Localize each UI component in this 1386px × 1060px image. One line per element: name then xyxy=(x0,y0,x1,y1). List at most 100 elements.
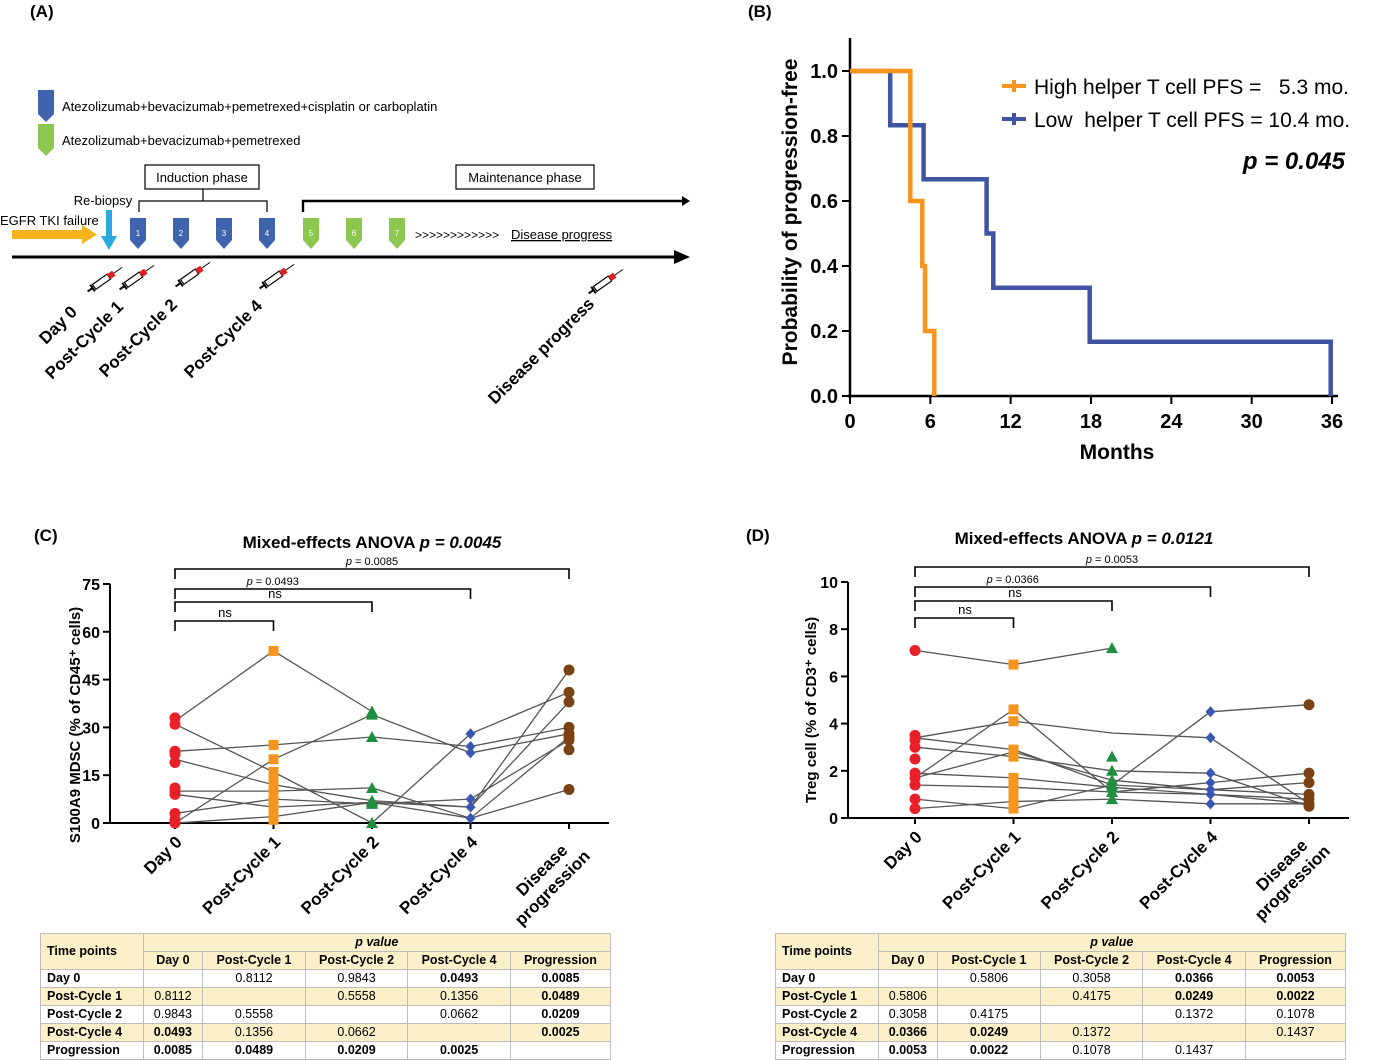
bracket-label: ns xyxy=(958,602,972,617)
svg-text:7: 7 xyxy=(395,229,400,238)
data-point xyxy=(1303,777,1315,789)
row-label: Post-Cycle 1 xyxy=(775,987,879,1006)
row-label: Day 0 xyxy=(775,969,879,988)
table-header-row: Time points p value xyxy=(40,933,612,970)
timepoint-post-cycle4: Post-Cycle 4 xyxy=(180,296,266,382)
p-value-cell: 0.0025 xyxy=(407,1041,511,1060)
data-point xyxy=(465,747,476,759)
cycle-marker-7: 7 xyxy=(389,218,405,249)
table-col-header: Progression xyxy=(1244,951,1347,970)
row-label: Post-Cycle 4 xyxy=(775,1023,879,1042)
legend-blue-label: Atezolizumab+bevacizumab+pemetrexed+cisp… xyxy=(62,99,437,114)
data-point xyxy=(268,754,279,765)
p-value-cell: 0.0662 xyxy=(304,1023,409,1042)
panel-d-scatter: (D) Mixed-effects ANOVA p = 0.0121 Treg … xyxy=(746,526,1349,924)
data-point xyxy=(465,728,476,740)
p-value-cell: 0.8112 xyxy=(202,969,306,988)
syringe-icon xyxy=(588,268,624,295)
p-value-cell: 0.8112 xyxy=(142,987,204,1006)
data-point xyxy=(1008,744,1019,755)
p-value-cell: 0.0366 xyxy=(877,1023,939,1042)
data-point xyxy=(1106,786,1118,798)
failure-arrow-body xyxy=(12,230,84,239)
data-point xyxy=(169,748,181,760)
d-ylabel: Treg cell (% of CD3⁺ cells) xyxy=(803,617,820,803)
significance-bracket xyxy=(914,566,1310,577)
panel-b-label: (B) xyxy=(748,2,772,21)
p-value-table-d: Time points p value Day 0 Post-Cycle 1 P… xyxy=(775,933,1347,1060)
p-value-cell: 0.5558 xyxy=(202,1005,306,1024)
data-point xyxy=(563,696,575,708)
p-value-cell: 0.1356 xyxy=(202,1023,306,1042)
b-x-tick-label: 18 xyxy=(1080,411,1102,433)
failure-arrowhead xyxy=(82,225,97,244)
table-column-row: Day 0 Post-Cycle 1 Post-Cycle 2 Post-Cyc… xyxy=(41,951,612,970)
b-x-tick-label: 24 xyxy=(1160,411,1183,433)
data-point xyxy=(563,744,575,756)
syringe-icon xyxy=(259,263,295,290)
table-col-header: Post-Cycle 4 xyxy=(407,951,511,970)
timeline-arrowhead xyxy=(674,250,690,264)
svg-text:4: 4 xyxy=(265,229,270,238)
panel-a-label: (A) xyxy=(30,2,54,21)
x-tick-label: Diseaseprogression xyxy=(497,832,594,929)
p-value-cell: 0.0085 xyxy=(509,969,612,988)
table-header-row: Time points p value xyxy=(775,933,1347,970)
y-tick-label: 8 xyxy=(829,622,838,639)
p-value-cell: 0.1437 xyxy=(1142,1041,1246,1060)
p-value-cell: 0.1437 xyxy=(1244,1023,1347,1042)
table-group-header: p value xyxy=(142,933,612,952)
bracket-label: ns xyxy=(218,605,232,620)
x-tick-label: Diseaseprogression xyxy=(1237,827,1334,924)
b-y-tick-label: 0.4 xyxy=(810,256,839,278)
significance-bracket xyxy=(174,620,275,631)
data-point xyxy=(1106,793,1118,805)
significance-bracket xyxy=(914,600,1113,611)
significance-bracket xyxy=(914,617,1015,628)
data-point xyxy=(1303,699,1315,711)
data-point xyxy=(169,817,181,829)
p-value-cell: 0.1356 xyxy=(407,987,511,1006)
significance-bracket xyxy=(174,568,570,579)
data-point xyxy=(465,812,476,824)
data-point xyxy=(268,786,279,797)
syringe-icon xyxy=(119,264,155,291)
b-y-tick-label: 0.8 xyxy=(810,126,838,148)
c-ylabel: S100A9 MDSC (% of CD45⁺ cells) xyxy=(67,607,84,843)
data-point xyxy=(909,741,921,753)
cycle-marker-5: 5 xyxy=(303,218,319,249)
panel-a: (A) Atezolizumab+bevacizumab+pemetrexed+… xyxy=(0,2,690,408)
y-tick-label: 6 xyxy=(829,669,838,686)
data-point xyxy=(1205,732,1216,744)
p-value-cell: 0.0662 xyxy=(407,1005,511,1024)
b-xlabel: Months xyxy=(1080,441,1155,464)
p-value-cell xyxy=(142,969,204,988)
data-point xyxy=(1205,798,1216,810)
data-point xyxy=(268,814,279,825)
table-group-header: p value xyxy=(877,933,1347,952)
table-col-header: Post-Cycle 2 xyxy=(304,951,409,970)
y-tick-label: 2 xyxy=(829,764,838,781)
table-col-header: Post-Cycle 1 xyxy=(202,951,306,970)
p-value-cell: 0.0489 xyxy=(202,1041,306,1060)
data-point xyxy=(169,788,181,800)
p-value-cell: 0.0025 xyxy=(509,1023,612,1042)
table-corner: Time points xyxy=(775,933,879,970)
y-tick-label: 4 xyxy=(829,717,838,734)
data-point xyxy=(268,767,279,778)
p-value-cell: 0.3058 xyxy=(1039,969,1144,988)
data-point xyxy=(169,718,181,730)
row-label: Day 0 xyxy=(40,969,144,988)
p-value-cell: 0.4175 xyxy=(1039,987,1144,1006)
bracket-label: ns xyxy=(1008,585,1022,600)
table-row: Post-Cycle 4 0.0493 0.1356 0.0662 0.0025 xyxy=(40,1023,612,1042)
data-point xyxy=(1008,803,1019,814)
p-value-cell: 0.0489 xyxy=(509,987,612,1006)
table-corner: Time points xyxy=(40,933,144,970)
b-annotation: p = 0.045 xyxy=(1242,148,1346,175)
legend-green-marker xyxy=(38,124,54,156)
b-x-tick-label: 12 xyxy=(1000,411,1022,433)
syringe-icon xyxy=(175,261,211,288)
y-tick-label: 60 xyxy=(82,625,100,642)
data-point xyxy=(465,801,476,813)
